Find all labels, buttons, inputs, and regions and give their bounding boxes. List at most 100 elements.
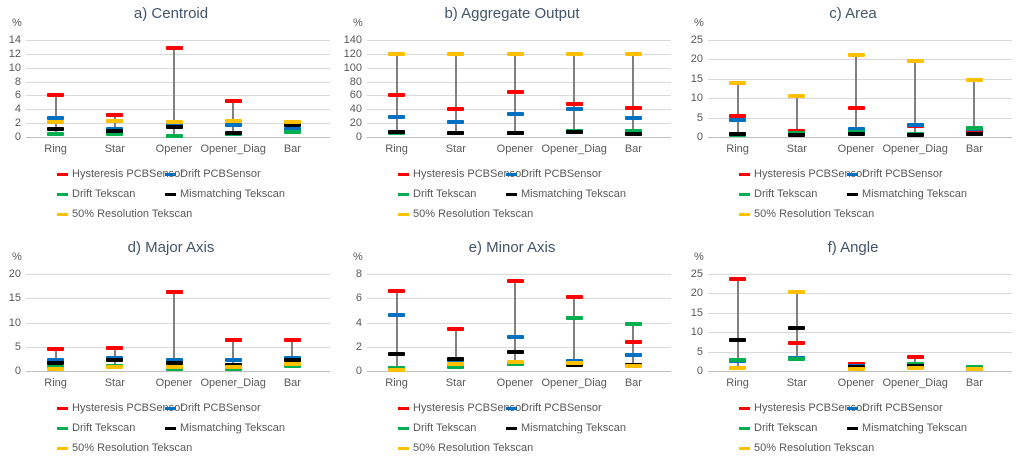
gridline (367, 346, 671, 348)
marker-50-resolution-tekscan (788, 94, 806, 99)
marker-hysteresis-pcbsensor (788, 341, 806, 346)
marker-50-resolution-tekscan (965, 78, 983, 83)
high-low-line (54, 94, 57, 134)
gridline (708, 40, 1012, 41)
marker-hysteresis-pcbsensor (165, 46, 183, 51)
chart-centroid: % a) Centroid 0 2 4 6 8 10 12 14 Ring Star Opener O… (0, 0, 342, 234)
marker-mismatching-tekscan (447, 356, 465, 361)
category-label: Bar (965, 143, 983, 155)
marker-drift-pcbsensor (388, 313, 406, 318)
gridline (26, 95, 330, 97)
high-low-line (173, 48, 175, 136)
category-label: Opener_Diag (200, 377, 266, 389)
high-low-line (395, 53, 398, 133)
marker-hysteresis-pcbsensor (447, 326, 465, 331)
high-low-line (632, 53, 635, 134)
y-axis-unit-label: % (694, 251, 704, 263)
x-axis-line (367, 137, 671, 138)
category-label: Bar (283, 377, 301, 389)
y-tick-label: 15 (690, 306, 703, 319)
y-tick-label: 10 (690, 326, 703, 339)
x-axis-line (26, 371, 330, 372)
category-label: Opener_Diag (882, 377, 948, 389)
marker-mismatching-tekscan (47, 127, 65, 132)
gridline (26, 40, 330, 41)
y-tick-label: 100 (343, 61, 362, 74)
category-label: Opener_Diag (882, 143, 948, 155)
plot-area: 0 5 10 15 20 25 Ring Star Opener Opener_Diag Bar (682, 0, 1024, 234)
marker-50-resolution-tekscan (388, 367, 406, 372)
high-low-line (973, 80, 976, 134)
high-low-line (291, 122, 294, 132)
chart-title: f) Angle (827, 239, 879, 256)
marker-mismatching-tekscan (47, 361, 65, 366)
category-label: Bar (624, 377, 642, 389)
gridline (367, 298, 671, 300)
marker-hysteresis-pcbsensor (165, 290, 183, 295)
category-label: Star (445, 377, 466, 389)
marker-drift-pcbsensor (224, 122, 242, 127)
category-label: Opener (155, 143, 193, 155)
gridline (708, 351, 1012, 353)
marker-hysteresis-pcbsensor (565, 295, 583, 300)
marker-hysteresis-pcbsensor (47, 346, 65, 351)
y-tick-label: 80 (349, 75, 362, 88)
gridline (708, 293, 1012, 295)
x-axis-line (708, 137, 1012, 138)
marker-drift-pcbsensor (47, 115, 65, 120)
gridline (367, 109, 671, 111)
y-tick-label: 6 (355, 292, 362, 305)
marker-hysteresis-pcbsensor (624, 105, 642, 110)
marker-drift-tekscan (965, 125, 983, 130)
marker-mismatching-tekscan (224, 130, 242, 135)
marker-mismatching-tekscan (165, 124, 183, 129)
marker-50-resolution-tekscan (283, 120, 301, 125)
marker-50-resolution-tekscan (965, 367, 983, 372)
marker-hysteresis-pcbsensor (388, 93, 406, 98)
category-label: Star (445, 143, 466, 155)
chart-minor-axis: % e) Minor Axis 0 2 4 6 8 Ring Star Opener Opene… (341, 234, 683, 468)
chart-title: e) Minor Axis (468, 239, 556, 256)
marker-mismatching-tekscan (388, 130, 406, 135)
y-tick-label: 5 (696, 345, 703, 358)
gridline (26, 298, 330, 300)
chart-major-axis: % d) Major Axis 0 5 10 15 20 Ring Star Opener Op… (0, 234, 342, 468)
y-tick-label: 0 (696, 365, 703, 377)
marker-drift-tekscan (283, 129, 301, 134)
marker-drift-tekscan (624, 321, 642, 326)
y-tick-label: 10 (8, 316, 21, 329)
y-tick-label: 14 (8, 34, 21, 46)
chart-angle: % f) Angle 0 5 10 15 20 25 Ring Star Opener Opene… (682, 234, 1024, 468)
plot-area: 0 5 10 15 20 25 Ring Star Opener Opener_Diag Bar (682, 234, 1024, 468)
plot-area: 0 2 4 6 8 Ring Star Opener Opener_Diag Bar (341, 234, 683, 468)
marker-drift-pcbsensor (165, 121, 183, 126)
y-tick-label: 120 (343, 47, 362, 60)
marker-50-resolution-tekscan (847, 52, 865, 57)
marker-hysteresis-pcbsensor (506, 279, 524, 284)
y-axis-unit-label: % (353, 251, 363, 263)
marker-50-resolution-tekscan (283, 362, 301, 367)
marker-hysteresis-pcbsensor (565, 101, 583, 106)
marker-drift-pcbsensor (565, 107, 583, 112)
y-tick-label: 12 (8, 47, 21, 60)
category-label: Opener (837, 377, 875, 389)
y-tick-label: 0 (696, 131, 703, 143)
x-axis-line (367, 371, 671, 372)
gridline (367, 67, 671, 69)
marker-mismatching-tekscan (165, 361, 183, 366)
plot-area: 0 5 10 15 20 Ring Star Opener Opener_Diag Bar (0, 234, 342, 468)
marker-mismatching-tekscan (447, 130, 465, 135)
gridline (367, 123, 671, 125)
marker-mismatching-tekscan (729, 131, 747, 136)
marker-drift-pcbsensor (847, 127, 865, 132)
marker-50-resolution-tekscan (506, 359, 524, 364)
marker-drift-pcbsensor (506, 335, 524, 340)
marker-50-resolution-tekscan (565, 361, 583, 366)
y-tick-label: 20 (349, 117, 362, 130)
y-tick-label: 140 (343, 34, 362, 46)
marker-drift-pcbsensor (283, 355, 301, 360)
marker-mismatching-tekscan (106, 358, 124, 363)
marker-50-resolution-tekscan (565, 51, 583, 56)
chart-aggregate-output: % b) Aggregate Output 0 20 40 60 80 100 120 140… (341, 0, 683, 234)
